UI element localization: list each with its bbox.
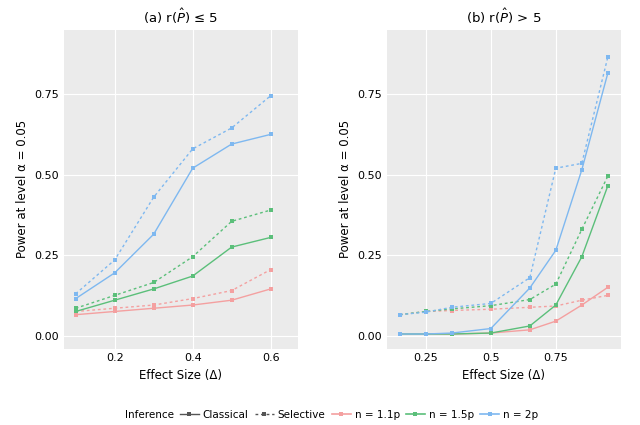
Y-axis label: Power at level α = 0.05: Power at level α = 0.05 [16,120,29,258]
X-axis label: Effect Size (Δ): Effect Size (Δ) [462,369,545,382]
Title: (a) r($\hat{P}$) ≤ 5: (a) r($\hat{P}$) ≤ 5 [143,7,219,26]
Legend: Inference, Classical, Selective, n = 1.1p, n = 1.5p, n = 2p: Inference, Classical, Selective, n = 1.1… [102,410,538,420]
X-axis label: Effect Size (Δ): Effect Size (Δ) [140,369,223,382]
Y-axis label: Power at level α = 0.05: Power at level α = 0.05 [339,120,352,258]
Title: (b) r($\hat{P}$) > 5: (b) r($\hat{P}$) > 5 [466,7,541,26]
